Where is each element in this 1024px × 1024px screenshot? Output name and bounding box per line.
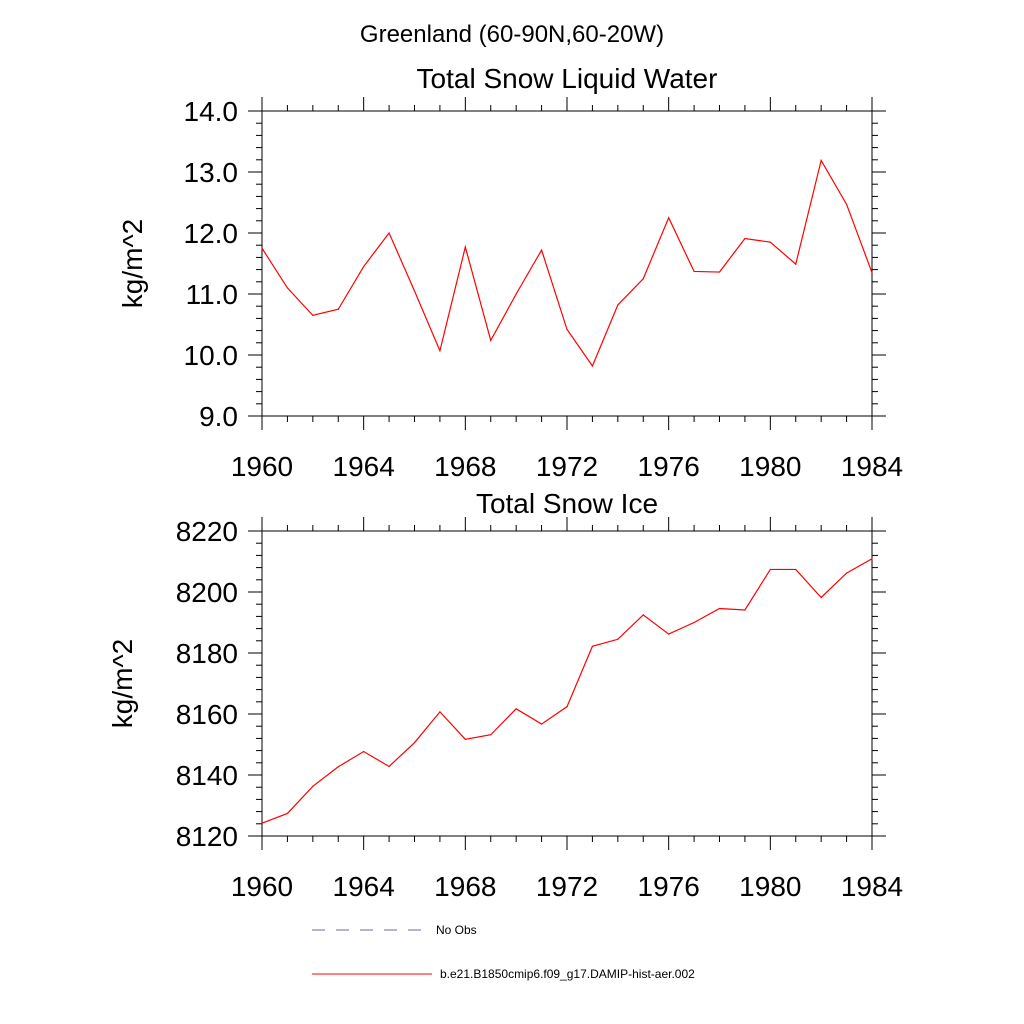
data-point — [337, 308, 339, 310]
x-tick-label: 1980 — [739, 451, 801, 482]
data-point — [617, 638, 619, 640]
panel-title: Total Snow Ice — [476, 488, 658, 519]
data-point — [464, 246, 466, 248]
x-tick-label: 1968 — [434, 871, 496, 902]
panel-snow-ice: Total Snow Ice kg/m^2 1960 1964 1968 1972 1976… — [107, 488, 903, 902]
x-tick-label: 1968 — [434, 451, 496, 482]
x-tick-label: 1976 — [638, 451, 700, 482]
y-tick-label: 8180 — [176, 638, 238, 669]
x-tick-label: 1972 — [536, 871, 598, 902]
y-tick-label: 8200 — [176, 577, 238, 608]
y-axis-label: kg/m^2 — [117, 219, 148, 308]
data-point — [413, 742, 416, 744]
data-point — [439, 711, 441, 713]
data-point — [312, 785, 314, 787]
data-point — [769, 241, 771, 243]
data-point — [871, 272, 873, 274]
data-point — [744, 609, 746, 611]
y-tick-label: 8140 — [176, 760, 238, 791]
x-tick-label: 1984 — [841, 451, 903, 482]
data-point — [769, 568, 771, 571]
y-axis-label: kg/m^2 — [107, 639, 138, 728]
data-point — [795, 263, 797, 265]
data-point — [363, 750, 365, 753]
y-tick-label: 12.0 — [184, 218, 239, 249]
data-point — [464, 738, 466, 740]
data-point — [668, 633, 670, 635]
data-point — [261, 247, 263, 249]
data-point — [668, 217, 670, 219]
x-tick-label: 1960 — [231, 451, 293, 482]
data-point — [718, 607, 721, 610]
data-point — [490, 339, 492, 341]
data-point — [642, 278, 644, 280]
figure-title: Greenland (60-90N,60-20W) — [360, 21, 664, 48]
data-point — [261, 822, 263, 824]
y-tick-label: 8220 — [176, 516, 238, 547]
legend-label-model: b.e21.B1850cmip6.f09_g17.DAMIP-hist-aer.… — [440, 967, 695, 981]
series-line — [261, 158, 873, 368]
y-tick-label: 13.0 — [184, 157, 239, 188]
legend: No Obs b.e21.B1850cmip6.f09_g17.DAMIP-hi… — [312, 923, 695, 981]
data-point — [540, 723, 543, 725]
plot-frame — [261, 110, 873, 417]
data-point — [286, 812, 289, 815]
data-point — [312, 314, 314, 316]
data-point — [388, 765, 390, 768]
data-point — [515, 708, 517, 710]
panel-snow-liquid-water: Total Snow Liquid Water kg/m^2 1960 1964 196… — [117, 63, 903, 482]
data-point — [820, 159, 822, 162]
y-tick-label: 11.0 — [186, 279, 238, 310]
x-tick-label: 1976 — [638, 871, 700, 902]
data-point — [795, 568, 797, 571]
x-tick-label: 1960 — [231, 871, 293, 902]
data-point — [439, 350, 441, 352]
x-tick-label: 1984 — [841, 871, 903, 902]
x-tick-label: 1972 — [536, 451, 598, 482]
data-point — [591, 365, 594, 367]
y-tick-label: 8120 — [176, 821, 238, 852]
x-tick-label: 1980 — [739, 871, 801, 902]
data-point — [591, 645, 594, 647]
data-point — [388, 232, 390, 234]
data-point — [845, 572, 848, 574]
data-point — [744, 237, 746, 240]
x-tick-label: 1964 — [333, 451, 395, 482]
data-point — [617, 304, 619, 306]
data-point — [718, 271, 721, 273]
panel-title: Total Snow Liquid Water — [417, 63, 718, 94]
data-point — [337, 766, 339, 768]
data-point — [693, 621, 695, 624]
y-tick-label: 8160 — [176, 699, 238, 730]
data-point — [820, 596, 822, 599]
data-point — [540, 249, 543, 251]
data-point — [566, 706, 568, 708]
data-point — [515, 293, 517, 295]
data-point — [642, 614, 644, 616]
data-point — [845, 203, 848, 205]
data-point — [286, 287, 289, 289]
data-point — [363, 265, 365, 268]
legend-label-no-obs: No Obs — [436, 923, 477, 937]
data-point — [566, 328, 568, 330]
data-point — [693, 270, 695, 273]
data-point — [871, 558, 873, 560]
plot-frame — [261, 530, 873, 837]
y-tick-label: 14.0 — [184, 96, 239, 127]
series-line — [261, 558, 873, 824]
x-tick-label: 1964 — [333, 871, 395, 902]
data-point — [490, 734, 492, 736]
data-point — [413, 290, 416, 292]
y-tick-label: 10.0 — [184, 340, 239, 371]
y-tick-label: 9.0 — [199, 401, 238, 432]
